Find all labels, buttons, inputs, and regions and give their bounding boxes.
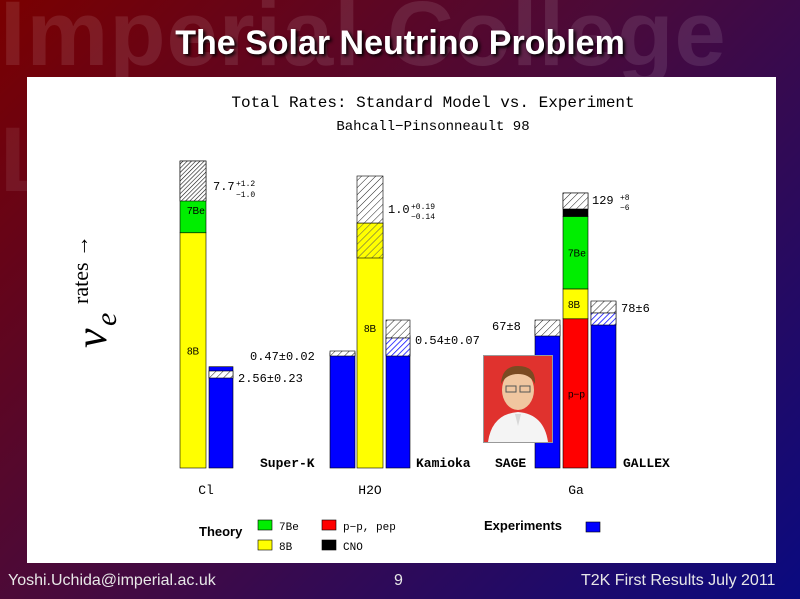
legend-swatch-0: [257, 519, 273, 531]
group-label-cl: Cl: [198, 483, 214, 498]
segment-label-ga-1: 8B: [568, 300, 581, 311]
group-label-h2o: H2O: [358, 483, 382, 498]
theory-uncertainty-ga: [562, 192, 589, 210]
legend-label-1: p−p, pep: [343, 522, 396, 534]
footer-event: T2K First Results July 2011: [581, 572, 776, 589]
experiment-bar-kamioka: [385, 335, 411, 469]
experiment-name-gallex: GALLEX: [623, 456, 670, 471]
segment-label-cl-0: 8B: [187, 346, 200, 357]
page-number: 9: [394, 572, 403, 589]
group-label-ga: Ga: [568, 483, 584, 498]
experiment-label-superk: 0.47±0.02: [250, 350, 315, 364]
legend-label-2: 8B: [279, 542, 293, 554]
legend-swatch-2: [257, 539, 273, 551]
chart-title: Total Rates: Standard Model vs. Experime…: [231, 94, 634, 112]
segment-label-cl-1: 7Be: [187, 206, 205, 217]
legend-label-0: 7Be: [279, 522, 299, 534]
experiment-name-sage: SAGE: [495, 456, 526, 471]
experiment-error-cl: [208, 370, 234, 379]
theory-segment-cl-0: [179, 232, 207, 469]
bars-layer: 8B 7Be 7.7 +1.2 −1.0 2.56±0.23 Cl 8B 1.0 +0.19−0.…: [179, 160, 670, 554]
y-axis-label: ν e rates →: [67, 235, 123, 348]
legend-theory-title: Theory: [199, 524, 243, 539]
legend-swatch-3: [321, 539, 337, 551]
experiment-error-kamioka: [385, 319, 411, 339]
legend-swatch-experiment: [585, 521, 601, 533]
theory-err-dn-cl: −1.0: [236, 191, 255, 200]
theory-segment-ga-0: [562, 318, 589, 469]
theory-segment-ga-2: [562, 216, 589, 290]
portrait-photo: [483, 355, 553, 443]
y-label-symbol: ν: [67, 328, 116, 348]
slide-title: The Solar Neutrino Problem: [175, 24, 625, 62]
watermark-line1: Imperial College: [0, 0, 727, 85]
y-label-sub: e: [90, 313, 123, 326]
experiment-label-kamioka: 0.54±0.07: [415, 334, 480, 348]
theory-uncertainty-h2o-lower: [356, 222, 384, 259]
theory-err-dn-ga: −6: [620, 204, 630, 213]
theory-err-up-h2o: +0.19: [411, 203, 435, 212]
legend-swatch-1: [321, 519, 337, 531]
experiment-label-gallex: 78±6: [621, 302, 650, 316]
experiment-bar-cl: [208, 366, 234, 469]
theory-err-dn-h2o: −0.14: [411, 213, 435, 222]
experiment-error-gallex-lower: [590, 312, 617, 326]
chart-subtitle: Bahcall−Pinsonneault 98: [336, 119, 529, 135]
legend-experiments-title: Experiments: [484, 518, 562, 533]
footer-email: Yoshi.Uchida@imperial.ac.uk: [8, 572, 216, 589]
experiment-label-sage: 67±8: [492, 320, 521, 334]
experiment-bar-gallex: [590, 301, 617, 469]
portrait-graphic: [488, 366, 548, 442]
theory-uncertainty-cl: [179, 160, 207, 202]
experiment-label-cl: 2.56±0.23: [238, 372, 303, 386]
y-label-text: rates →: [68, 235, 93, 304]
theory-err-up-cl: +1.2: [236, 180, 255, 189]
experiment-error-sage: [534, 319, 561, 337]
theory-err-up-ga: +8: [620, 194, 630, 203]
theory-value-cl: 7.7: [213, 180, 235, 194]
theory-uncertainty-h2o-upper: [356, 175, 384, 224]
segment-label-ga-0: p−p: [568, 389, 585, 400]
segment-label-ga-2: 7Be: [568, 249, 586, 260]
experiment-bar-superk: [329, 352, 356, 469]
experiment-name-kamioka: Kamioka: [416, 456, 471, 471]
experiment-name-superk: Super-K: [260, 456, 315, 471]
experiment-error-gallex: [590, 300, 617, 314]
experiment-error-kamioka-lower: [385, 337, 411, 357]
theory-segment-h2o-0: [356, 222, 384, 469]
theory-value-ga: 129: [592, 194, 614, 208]
experiment-error-superk: [329, 350, 356, 357]
theory-segment-ga-1: [562, 288, 589, 320]
legend-label-3: CNO: [343, 542, 363, 554]
segment-label-h2o: 8B: [364, 324, 377, 335]
theory-value-h2o: 1.0: [388, 203, 410, 217]
